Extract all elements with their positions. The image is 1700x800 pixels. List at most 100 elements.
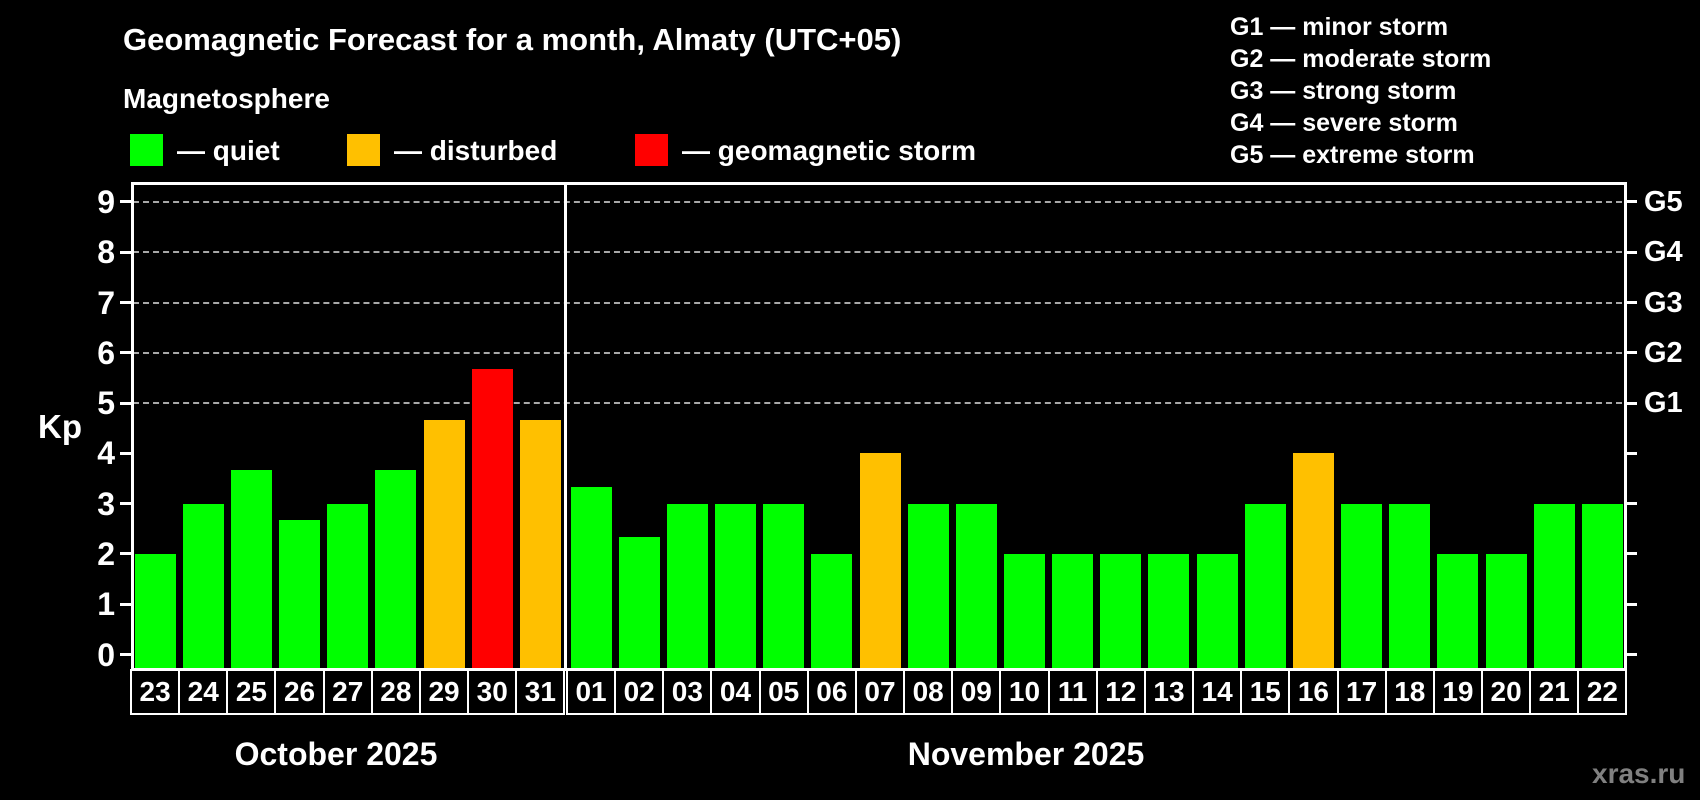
date-box-12: 12	[1095, 669, 1146, 715]
bar-november-18	[1389, 503, 1431, 668]
date-box-23: 23	[130, 669, 181, 715]
date-box-17: 17	[1336, 669, 1387, 715]
y-tick-right-4	[1624, 451, 1637, 455]
gridline-kp-8	[133, 251, 1622, 254]
g-scale-legend: G1 — minor storm G2 — moderate storm G3 — …	[1230, 11, 1491, 171]
legend-swatch-quiet	[130, 134, 163, 166]
bar-november-03	[666, 503, 708, 668]
bar-november-22	[1581, 503, 1623, 668]
bar-november-14	[1196, 553, 1238, 668]
date-box-29: 29	[418, 669, 470, 715]
bar-november-05	[763, 503, 805, 668]
y-tick-left-4	[120, 451, 131, 455]
right-axis-label-g5: G5	[1644, 185, 1683, 218]
y-tick-label-5: 5	[97, 385, 115, 422]
y-tick-label-1: 1	[97, 586, 115, 623]
date-box-28: 28	[370, 669, 421, 715]
date-box-25: 25	[226, 669, 277, 715]
date-box-01: 01	[565, 669, 617, 715]
date-box-07: 07	[854, 669, 906, 715]
y-tick-right-9	[1624, 200, 1637, 204]
y-tick-left-7	[120, 301, 131, 305]
g-legend-line-5: G5 — extreme storm	[1230, 141, 1475, 169]
date-box-04: 04	[710, 669, 761, 715]
legend-label-disturbed: — disturbed	[394, 135, 558, 166]
date-box-15: 15	[1240, 669, 1291, 715]
y-tick-left-5	[120, 401, 131, 405]
bar-november-11	[1052, 553, 1094, 668]
date-box-08: 08	[903, 669, 954, 715]
x-axis-line	[131, 668, 1626, 671]
right-axis-label-g4: G4	[1644, 236, 1683, 269]
bar-november-02	[618, 537, 660, 668]
bar-october-29	[423, 419, 465, 668]
bar-october-25	[230, 469, 272, 668]
bar-november-16	[1292, 453, 1334, 668]
y-tick-label-0: 0	[97, 636, 115, 673]
right-axis-label-g1: G1	[1644, 387, 1683, 420]
y-tick-left-8	[120, 250, 131, 254]
bar-november-06	[811, 553, 853, 668]
date-box-26: 26	[274, 669, 325, 715]
gridline-kp-7	[133, 301, 1622, 304]
g-legend-line-3: G3 — strong storm	[1230, 77, 1457, 105]
right-axis-label-g3: G3	[1644, 286, 1683, 319]
date-box-05: 05	[758, 669, 809, 715]
y-tick-left-2	[120, 552, 131, 556]
date-box-24: 24	[178, 669, 229, 715]
y-tick-left-6	[120, 351, 131, 355]
date-box-10: 10	[999, 669, 1050, 715]
y-tick-label-7: 7	[97, 284, 115, 321]
y-tick-left-3	[120, 502, 131, 506]
bar-november-15	[1244, 503, 1286, 668]
date-box-20: 20	[1481, 669, 1532, 715]
y-tick-label-6: 6	[97, 334, 115, 371]
g-legend-line-2: G2 — moderate storm	[1230, 45, 1492, 73]
plot-border-left	[131, 182, 134, 671]
bar-october-30	[471, 369, 513, 668]
page-title: Geomagnetic Forecast for a month, Almaty…	[123, 22, 902, 57]
date-box-13: 13	[1143, 669, 1195, 715]
y-tick-left-9	[120, 200, 131, 204]
g-legend-line-4: G4 — severe storm	[1230, 109, 1458, 137]
g-legend-line-1: G1 — minor storm	[1230, 13, 1449, 41]
date-box-27: 27	[322, 669, 373, 715]
legend-label-geomagnetic-storm: — geomagnetic storm	[682, 135, 977, 166]
y-tick-right-8	[1624, 250, 1637, 254]
y-tick-label-4: 4	[97, 435, 115, 472]
bar-november-07	[859, 453, 901, 668]
date-box-02: 02	[614, 669, 665, 715]
y-axis-title: Kp	[38, 408, 82, 445]
date-box-30: 30	[467, 669, 518, 715]
bar-october-28	[375, 469, 417, 668]
y-tick-right-7	[1624, 301, 1637, 305]
date-box-03: 03	[662, 669, 713, 715]
y-tick-left-0	[120, 653, 131, 656]
y-tick-right-5	[1624, 401, 1637, 405]
bar-november-17	[1341, 503, 1383, 668]
gridline-kp-9	[133, 200, 1622, 203]
gridline-kp-6	[133, 351, 1622, 354]
y-tick-label-9: 9	[97, 183, 115, 220]
watermark: xras.ru	[1592, 758, 1686, 789]
date-box-14: 14	[1192, 669, 1243, 715]
bar-october-27	[327, 503, 369, 668]
bar-november-20	[1485, 553, 1527, 668]
subtitle-magnetosphere: Magnetosphere	[123, 83, 330, 114]
month-separator-line	[563, 182, 567, 668]
date-box-19: 19	[1432, 669, 1483, 715]
bar-october-24	[182, 503, 224, 668]
y-tick-right-3	[1624, 502, 1637, 506]
y-tick-label-8: 8	[97, 234, 115, 271]
date-box-18: 18	[1384, 669, 1435, 715]
date-box-16: 16	[1288, 669, 1339, 715]
legend-label-quiet: — quiet	[177, 135, 280, 166]
y-tick-label-3: 3	[97, 485, 115, 522]
bar-november-21	[1533, 503, 1575, 668]
month-label-october: October 2025	[234, 736, 438, 772]
bar-november-09	[955, 503, 997, 668]
bar-november-04	[715, 503, 757, 668]
bar-november-01	[570, 487, 612, 668]
y-tick-left-1	[120, 602, 131, 606]
